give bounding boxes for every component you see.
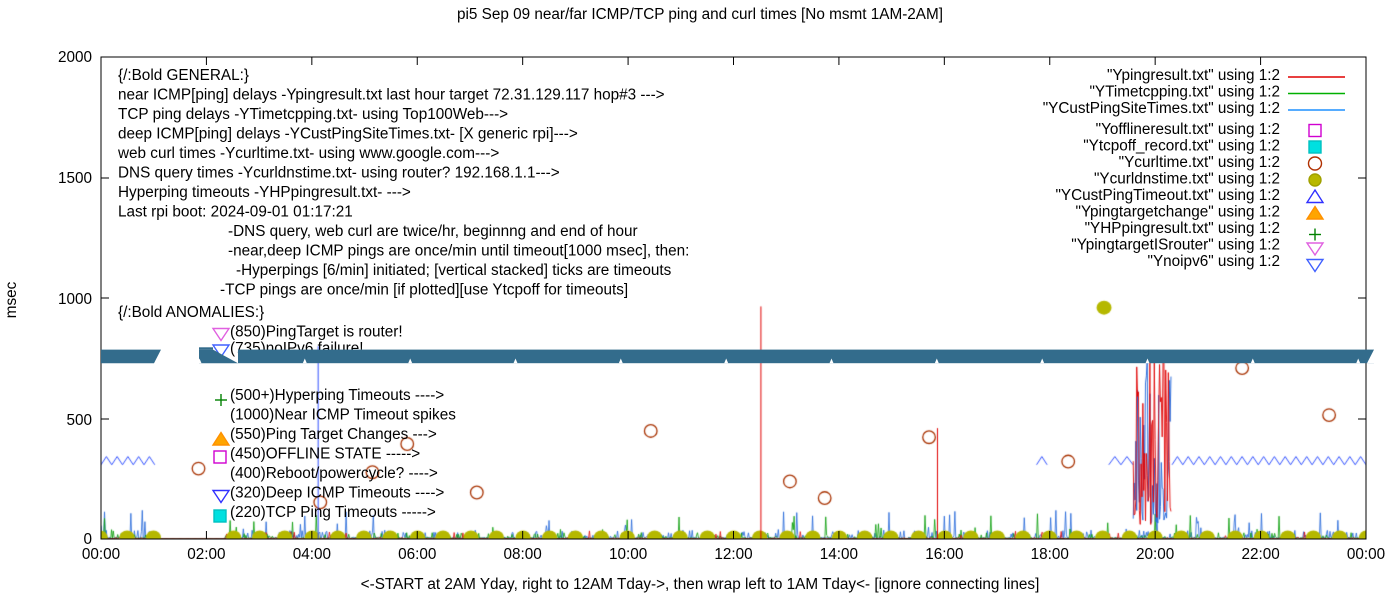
svg-text:12:00: 12:00 [714,546,752,563]
svg-text:(320)Deep ICMP Timeouts ---->: (320)Deep ICMP Timeouts ----> [230,485,444,502]
svg-text:"Ypingtargetchange" using 1:2: "Ypingtargetchange" using 1:2 [1076,204,1280,221]
svg-text:"YTimetcpping.txt" using 1:2: "YTimetcpping.txt" using 1:2 [1089,84,1280,101]
svg-text:pi5 Sep 09 near/far ICMP/TCP: pi5 Sep 09 near/far ICMP/TCP ping and cu… [457,6,943,23]
svg-text:"YCustPingSiteTimes.txt" using: "YCustPingSiteTimes.txt" using 1:2 [1043,100,1280,117]
svg-text:"YHPpingresult.txt" using 1:2: "YHPpingresult.txt" using 1:2 [1085,220,1280,237]
svg-text:20:00: 20:00 [1136,546,1174,563]
svg-text:(450)OFFLINE STATE ----->: (450)OFFLINE STATE -----> [230,446,420,463]
svg-text:06:00: 06:00 [398,546,436,563]
svg-text:"Ycurltime.txt" using 1:2: "Ycurltime.txt" using 1:2 [1119,154,1280,171]
svg-text:"Ycurldnstime.txt" using 1:2: "Ycurldnstime.txt" using 1:2 [1094,171,1280,188]
svg-text:00:00: 00:00 [82,546,120,563]
svg-text:msec: msec [3,281,20,318]
svg-text:1000: 1000 [58,291,92,308]
svg-text:1500: 1500 [58,170,92,187]
svg-text:Last rpi boot: 2024-09-01 01:1: Last rpi boot: 2024-09-01 01:17:21 [118,204,353,221]
svg-text:near ICMP[ping] delays -Ypingr: near ICMP[ping] delays -Ypingresult.txt … [118,87,665,104]
svg-text:-DNS query, web curl are twice: -DNS query, web curl are twice/hr, begin… [228,223,638,240]
svg-text:TCP ping delays -YTimetcpping.: TCP ping delays -YTimetcpping.txt- using… [118,106,508,123]
svg-text:18:00: 18:00 [1031,546,1069,563]
svg-text:deep ICMP[ping] delays -YCustP: deep ICMP[ping] delays -YCustPingSiteTim… [118,126,578,143]
svg-text:22:00: 22:00 [1241,546,1279,563]
svg-text:web curl times -Ycurltime.txt-: web curl times -Ycurltime.txt- using www… [117,145,499,162]
svg-text:04:00: 04:00 [293,546,331,563]
svg-text:(500+)Hyperping Timeouts ---->: (500+)Hyperping Timeouts ----> [230,387,444,404]
svg-text:"YCustPingTimeout.txt" using 1: "YCustPingTimeout.txt" using 1:2 [1055,187,1280,204]
svg-text:-Hyperpings [6/min] initiated;: -Hyperpings [6/min] initiated; [vertical… [236,262,672,279]
svg-text:DNS query times -Ycurldnstime.: DNS query times -Ycurldnstime.txt- using… [118,165,560,182]
svg-text:(220)TCP Ping Timeouts ----->: (220)TCP Ping Timeouts -----> [230,504,436,521]
svg-text:00:00: 00:00 [1347,546,1385,563]
svg-text:2000: 2000 [58,49,92,66]
svg-text:{/:Bold ANOMALIES:}: {/:Bold ANOMALIES:} [118,304,264,321]
svg-text:<-START at 2AM Yday, right to: <-START at 2AM Yday, right to 12AM Tday-… [361,576,1040,593]
svg-text:(550)Ping Target Changes --->: (550)Ping Target Changes ---> [230,426,437,443]
svg-text:(1000)Near ICMP Timeout spikes: (1000)Near ICMP Timeout spikes [230,407,456,424]
svg-text:(850)PingTarget is router!: (850)PingTarget is router! [230,324,403,341]
svg-text:"Yofflineresult.txt" using 1:2: "Yofflineresult.txt" using 1:2 [1096,121,1280,138]
svg-text:-TCP pings are once/min [if pl: -TCP pings are once/min [if plotted][use… [220,282,628,299]
svg-text:{/:Bold GENERAL:}: {/:Bold GENERAL:} [118,67,249,84]
svg-text:16:00: 16:00 [925,546,963,563]
svg-text:02:00: 02:00 [187,546,225,563]
svg-text:"Ynoipv6" using 1:2: "Ynoipv6" using 1:2 [1148,253,1280,270]
svg-text:"YpingtargetISrouter" using 1:: "YpingtargetISrouter" using 1:2 [1071,237,1280,254]
svg-text:"Ypingresult.txt" using 1:2: "Ypingresult.txt" using 1:2 [1107,67,1280,84]
svg-text:Hyperping timeouts -YHPpingres: Hyperping timeouts -YHPpingresult.txt- -… [118,184,411,201]
svg-text:"Ytcpoff_record.txt" using 1:2: "Ytcpoff_record.txt" using 1:2 [1083,138,1280,155]
svg-text:10:00: 10:00 [609,546,647,563]
svg-text:-near,deep ICMP pings are once: -near,deep ICMP pings are once/min until… [228,243,689,260]
svg-text:14:00: 14:00 [820,546,858,563]
svg-text:500: 500 [66,412,92,429]
svg-text:(400)Reboot/powercycle? ---->: (400)Reboot/powercycle? ----> [230,465,438,482]
svg-text:08:00: 08:00 [504,546,542,563]
